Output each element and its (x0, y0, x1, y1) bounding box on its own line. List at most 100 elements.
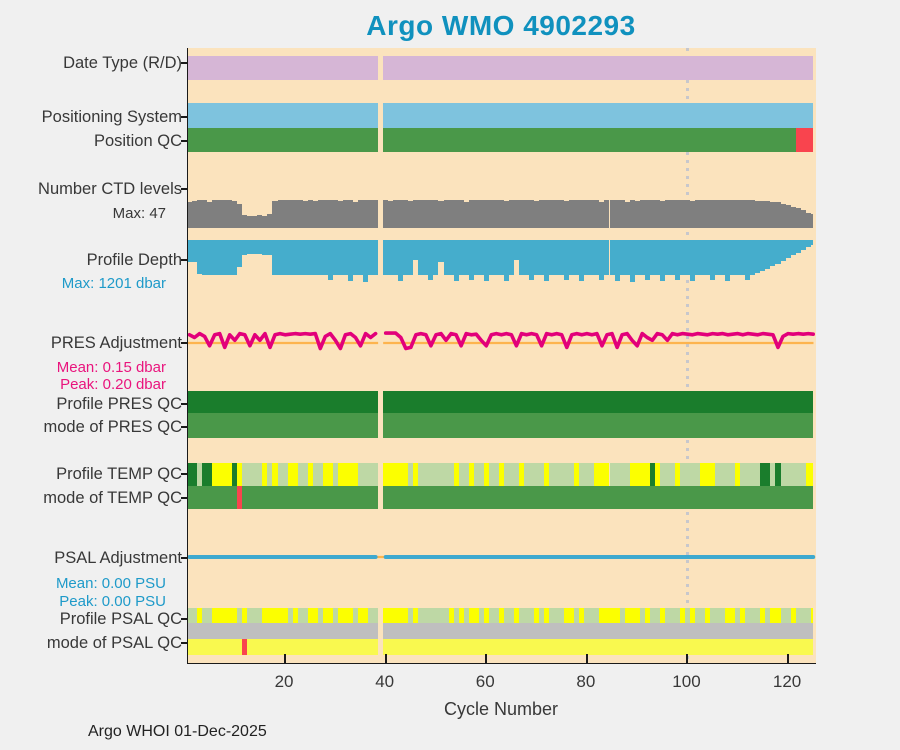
label-mode-psal-qc: mode of PSAL QC (46, 634, 182, 652)
profile-depth-bar (770, 240, 776, 267)
profile-depth-bar (664, 240, 670, 275)
mode-psal-qc-segment (242, 639, 248, 655)
profile-depth-bar (222, 240, 228, 275)
profile-psal-qc-segment (202, 608, 213, 623)
page-title: Argo WMO 4902293 (366, 10, 636, 41)
ctd-levels-bar (488, 200, 494, 228)
profile-depth-bar (227, 240, 233, 276)
profile-depth-bar (544, 240, 550, 282)
profile-pres-qc-segment (188, 391, 379, 413)
x-axis-tick (686, 654, 689, 663)
profile-psal-qc-segment (539, 608, 545, 623)
profile-psal-qc-segment (780, 608, 791, 623)
profile-depth-bar (302, 240, 308, 275)
profile-psal-qc-segment (317, 608, 323, 623)
profile-depth-bar (458, 240, 464, 276)
profile-psal-qc-segment (765, 608, 771, 623)
profile-temp-qc-segment (322, 463, 333, 486)
profile-depth-bar (287, 240, 293, 276)
profile-psal-qc-segment (725, 608, 736, 623)
profile-temp-qc-segment (312, 463, 323, 486)
ctd-levels-bar (197, 200, 203, 228)
profile-depth-bar (373, 240, 379, 276)
ctd-levels-bar (352, 201, 358, 228)
ctd-levels-bar (599, 201, 605, 228)
profile-psal-qc-segment (297, 608, 308, 623)
profile-psal-qc-segment (679, 608, 685, 623)
ctd-levels-bar (654, 200, 660, 228)
profile-depth-bar (352, 240, 358, 275)
profile-temp-qc-segment (277, 463, 288, 486)
profile-depth-bar (614, 240, 620, 282)
x-axis-tick (585, 654, 588, 663)
profile-depth-bar (202, 240, 208, 275)
ctd-levels-bar (438, 200, 444, 228)
profile-temp-qc-segment (659, 463, 675, 486)
ctd-levels-bar (188, 202, 192, 228)
profile-psal-qc-segment (579, 608, 585, 623)
ctd-levels-bar (322, 200, 328, 228)
mode-pres-qc-segment (188, 413, 379, 438)
profile-depth-bar (518, 240, 524, 275)
ctd-levels-bar (664, 200, 670, 228)
row-axis-tick (181, 473, 187, 475)
profile-psal-qc-segment (534, 608, 540, 623)
ctd-levels-bar (423, 200, 429, 228)
profile-depth-bar (523, 240, 529, 275)
profile-psal-qc-segment (689, 608, 695, 623)
profile-pres-qc-segment (383, 391, 814, 413)
profile-temp-qc-segment (579, 463, 595, 486)
profile-temp-qc-segment (609, 463, 630, 486)
label-ctd-max: Max: 47 (112, 205, 166, 222)
profile-depth-bar (267, 240, 273, 256)
ctd-levels-bar (775, 202, 781, 228)
profile-temp-qc-segment (483, 463, 489, 486)
profile-depth-bar (347, 240, 353, 282)
ctd-levels-bar (247, 216, 253, 228)
x-axis-tick (284, 654, 287, 663)
pres-adjustment-line (188, 331, 815, 351)
mode-pres-qc-segment (383, 413, 814, 438)
profile-depth-bar (705, 240, 711, 275)
ctd-levels-bar (398, 200, 404, 228)
profile-depth-bar (312, 240, 318, 276)
ctd-levels-bar (443, 200, 449, 228)
date-type-segment (383, 56, 814, 80)
profile-psal-qc-segment (247, 608, 263, 623)
profile-psal-qc-segment (468, 608, 479, 623)
x-axis-tick-label: 60 (475, 672, 495, 691)
ctd-levels-bar (720, 200, 726, 228)
profile-psal-qc-segment (488, 608, 499, 623)
x-axis-title: Cycle Number (443, 699, 559, 719)
label-mode-pres-qc: mode of PRES QC (43, 418, 182, 436)
row-axis-tick (181, 188, 187, 190)
ctd-levels-bar (327, 200, 333, 228)
ctd-levels-bar (765, 201, 771, 228)
ctd-levels-bar (785, 204, 791, 228)
ctd-levels-bar (689, 200, 695, 228)
profile-depth-bar (649, 240, 655, 275)
profile-psal-qc-segment (619, 608, 625, 623)
row-axis-tick (181, 140, 187, 142)
profile-depth-bar (579, 240, 585, 282)
profile-depth-bar (654, 240, 660, 276)
ctd-levels-bar (337, 200, 343, 228)
profile-depth-bar (785, 240, 791, 259)
profile-depth-bar (433, 240, 439, 275)
profile-depth-bar (574, 240, 580, 275)
profile-temp-qc-segment (735, 463, 741, 486)
ctd-levels-bar (569, 200, 575, 228)
positioning-system-segment (188, 103, 379, 128)
profile-psal-qc-segment (795, 608, 811, 623)
profile-temp-qc-segment (649, 463, 655, 486)
ctd-levels-bar (393, 200, 399, 228)
profile-depth-bar (720, 240, 726, 275)
mode-psal-qc-segment (247, 639, 379, 655)
profile-depth-bar (383, 240, 389, 275)
footer-attribution: Argo WHOI 01-Dec-2025 (88, 723, 267, 740)
profile-depth-bar (599, 240, 605, 281)
profile-psal-qc-segment (574, 608, 580, 623)
profile-depth-bar (755, 240, 761, 273)
row-axis-tick (181, 116, 187, 118)
profile-temp-qc-segment (715, 463, 736, 486)
